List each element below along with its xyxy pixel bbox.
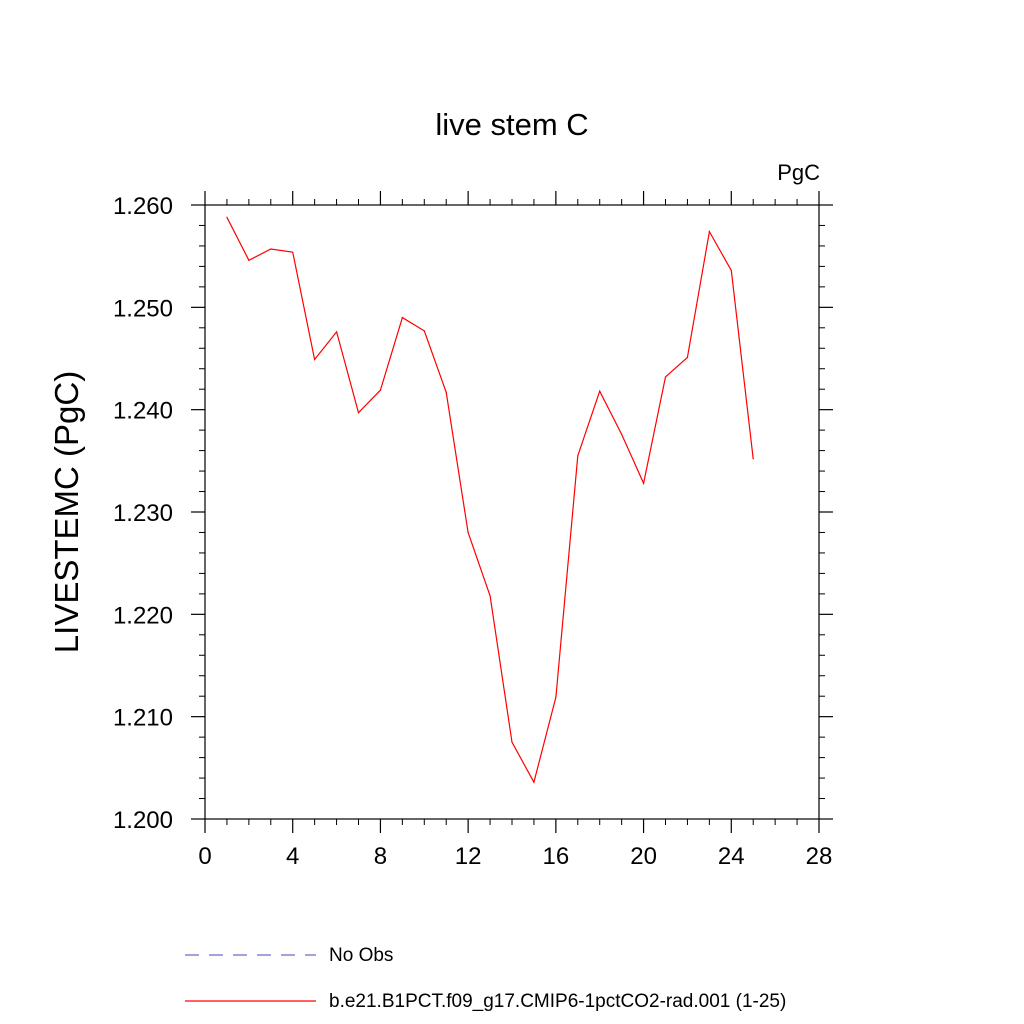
legend-label: b.e21.B1PCT.f09_g17.CMIP6-1pctCO2-rad.00… <box>329 991 786 1012</box>
x-tick-label: 16 <box>543 843 570 870</box>
series-point <box>730 269 732 272</box>
series-point <box>511 741 513 743</box>
series-point <box>423 330 425 332</box>
y-tick-label: 1.210 <box>113 705 173 732</box>
series-point <box>270 248 272 250</box>
series-point <box>335 331 338 333</box>
y-axis-title: LIVESTEMC (PgC) <box>48 371 85 653</box>
series-point <box>379 389 382 391</box>
x-tick-label: 24 <box>718 843 745 870</box>
x-tick-label: 12 <box>455 843 482 870</box>
x-tick-label: 0 <box>198 843 211 870</box>
y-tick-label: 1.240 <box>113 398 173 425</box>
series-point <box>664 376 667 378</box>
series-point <box>642 482 645 484</box>
series-point <box>489 595 491 597</box>
y-tick-label: 1.260 <box>113 193 173 220</box>
series-point <box>248 259 250 261</box>
x-tick-label: 28 <box>806 843 833 870</box>
series-point <box>401 316 403 319</box>
chart-title: live stem C <box>435 107 588 142</box>
series-point <box>708 231 710 233</box>
plot-frame <box>204 204 820 820</box>
y-tick-label: 1.250 <box>113 295 173 322</box>
series-point <box>577 455 579 457</box>
series-point <box>555 696 557 698</box>
series-point <box>226 216 228 218</box>
series-point <box>533 781 535 783</box>
y-tick-label: 1.220 <box>113 602 173 629</box>
series-point <box>314 358 316 361</box>
series-lines <box>226 216 754 784</box>
series-point <box>357 412 360 414</box>
series-line-0 <box>226 217 754 784</box>
x-tick-label: 8 <box>374 843 387 870</box>
series-point <box>686 356 689 359</box>
legend: No Obs b.e21.B1PCT.f09_g17.CMIP6-1pctCO2-… <box>185 945 786 1012</box>
series-point <box>752 458 754 460</box>
y-tick-label: 1.230 <box>113 500 173 527</box>
series-point <box>599 390 601 392</box>
series-point <box>467 531 469 534</box>
x-tick-label: 4 <box>286 843 299 870</box>
tick-marks <box>191 191 833 833</box>
units-label: PgC <box>777 160 820 185</box>
series-point <box>621 433 623 435</box>
y-tick-label: 1.200 <box>113 807 173 834</box>
tick-labels: 0 4 8 12 16 20 24 28 1.200 1.210 1.220 1.230 1.240 1.… <box>113 193 832 870</box>
legend-label: No Obs <box>329 945 393 966</box>
series-point <box>445 391 447 393</box>
x-tick-label: 20 <box>630 843 657 870</box>
series-point <box>292 251 294 253</box>
